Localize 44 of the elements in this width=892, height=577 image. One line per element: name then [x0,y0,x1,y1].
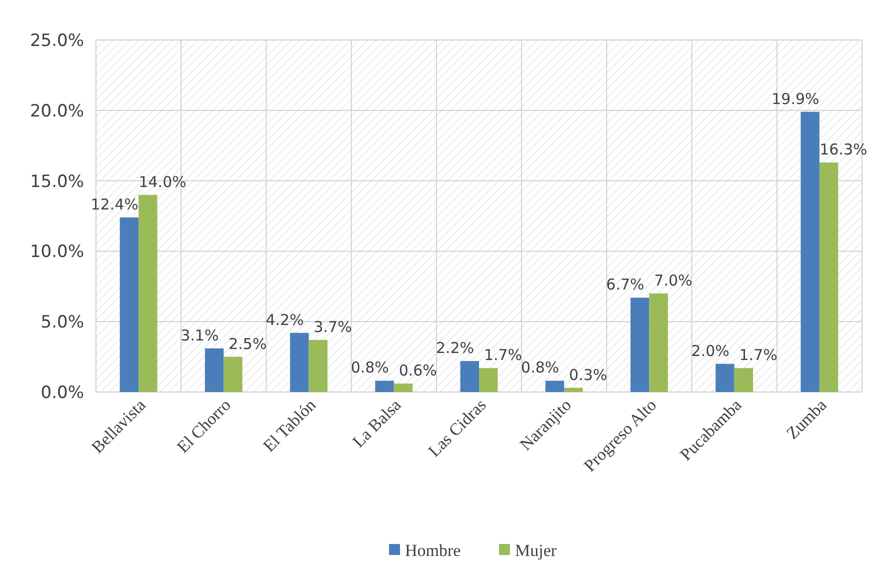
bar [716,364,734,392]
data-label: 16.3% [820,140,868,158]
data-label: 14.0% [138,172,186,191]
bar [224,356,242,392]
bar [649,293,668,392]
data-label: 19.9% [772,90,820,108]
data-label: 4.2% [266,310,304,329]
data-label: 0.8% [350,358,389,377]
data-label: 0.6% [398,362,437,380]
bar [375,380,394,392]
data-label: 3.7% [314,318,352,336]
data-label: 2.5% [228,334,267,353]
bar [800,112,820,392]
bar [290,332,309,392]
data-label: 1.7% [484,346,522,364]
y-tick-label: 0.0% [40,382,84,403]
bar [460,361,479,392]
bar [819,162,838,392]
data-label: 0.3% [569,366,608,384]
bar [564,388,583,392]
data-label: 6.7% [606,276,644,294]
data-label: 0.8% [521,358,560,377]
y-tick-label: 5.0% [40,312,84,333]
bar [734,368,754,392]
bar [394,384,413,392]
bar [204,348,224,392]
y-tick-label: 15.0% [30,172,84,192]
data-label: 1.7% [739,346,778,364]
data-label: 12.4% [90,195,138,214]
y-tick-label: 10.0% [30,242,84,262]
data-label: 3.1% [180,326,219,344]
bar [545,380,564,392]
bar [120,217,139,392]
legend-label: Hombre [405,540,461,560]
bar [138,194,158,392]
bar [308,340,328,392]
bar [479,368,498,392]
data-label: 2.2% [436,339,474,358]
y-tick-label: 25.0% [30,30,84,51]
legend-label: Mujer [515,540,557,560]
data-label: 2.0% [691,342,730,360]
y-tick-label: 20.0% [30,101,84,122]
bar [630,298,650,392]
data-label: 7.0% [654,271,692,290]
